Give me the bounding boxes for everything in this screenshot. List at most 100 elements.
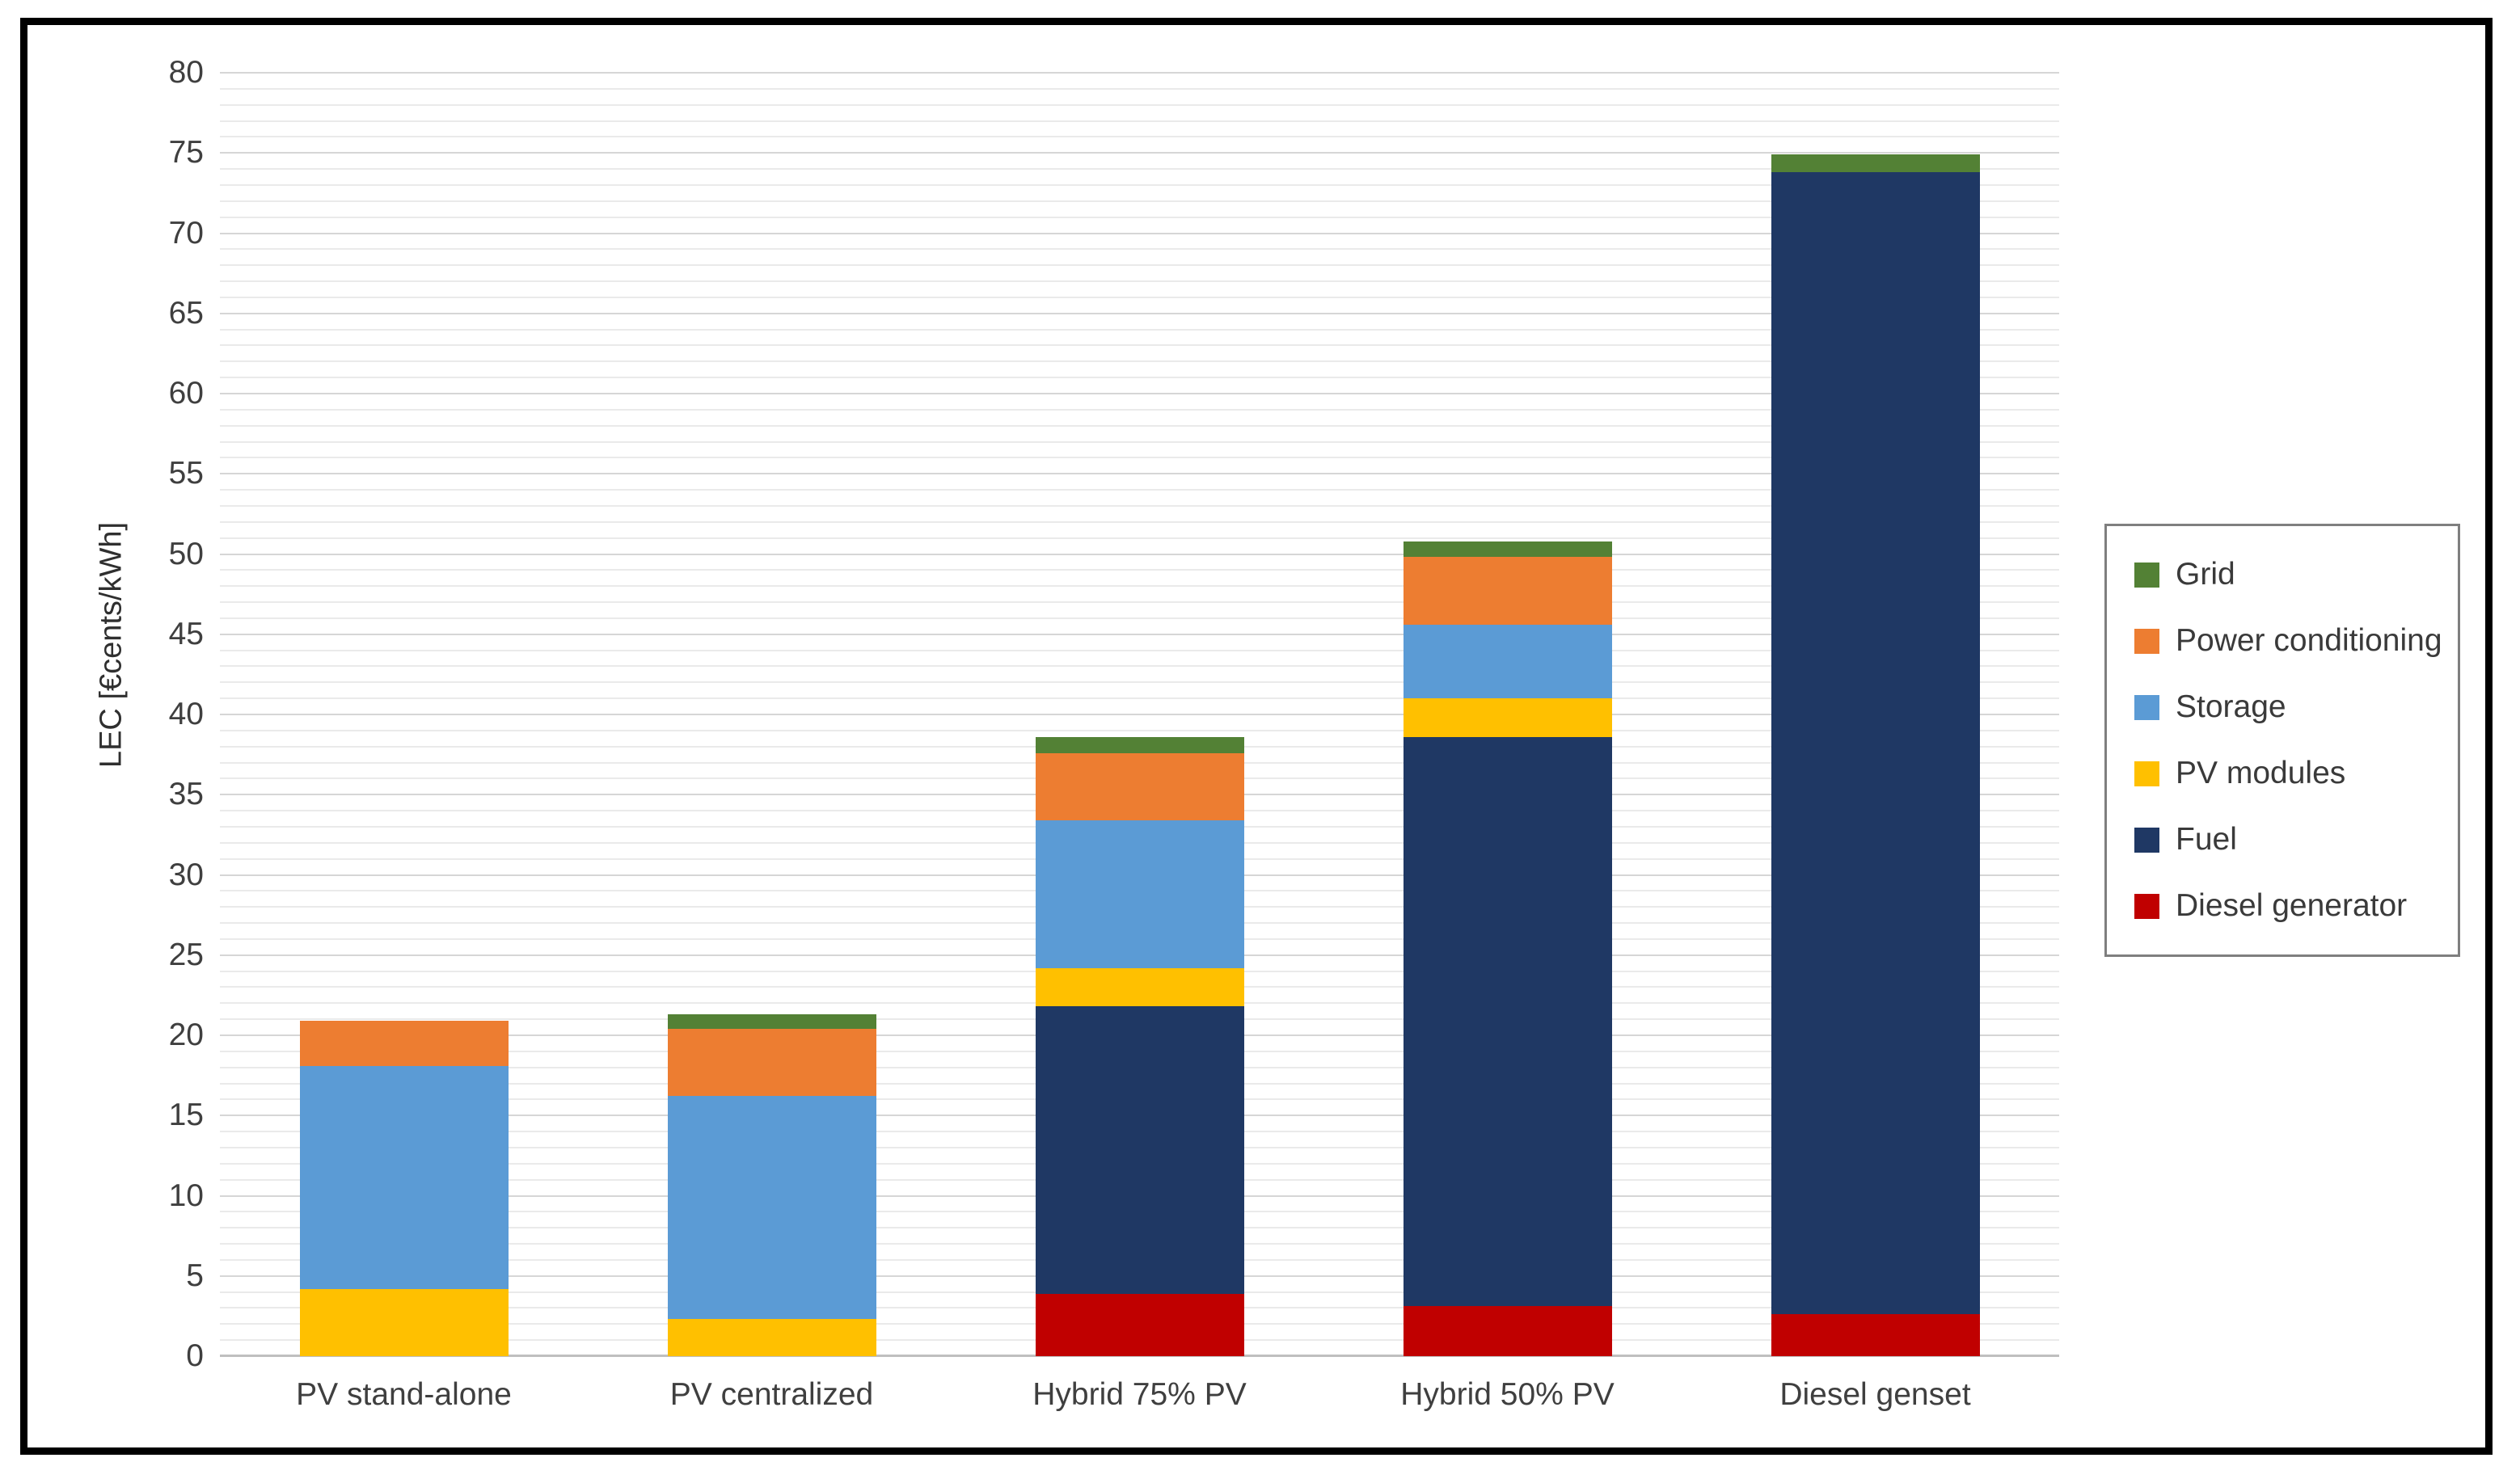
- figure-border: [20, 18, 2493, 1455]
- y-tick-label-60: 60: [168, 376, 204, 411]
- legend-item-power-conditioning: Power conditioning: [2134, 623, 2458, 659]
- x-category-label: PV centralized: [669, 1377, 874, 1412]
- major-gridline: [220, 72, 2059, 74]
- legend-label: Diesel generator: [2176, 888, 2408, 923]
- y-tick-label-15: 15: [168, 1098, 204, 1133]
- major-gridline: [220, 633, 2059, 635]
- major-gridline: [220, 714, 2059, 715]
- bar-pv-centralized: [667, 73, 876, 1356]
- minor-gridline: [220, 649, 2059, 651]
- minor-gridline: [220, 280, 2059, 283]
- minor-gridline: [220, 120, 2059, 122]
- legend-swatch-icon: [2134, 562, 2159, 588]
- bar-diesel-genset: [1771, 73, 1980, 1356]
- minor-gridline: [220, 360, 2059, 363]
- minor-gridline: [220, 328, 2059, 331]
- legend-label: PV modules: [2176, 756, 2346, 790]
- minor-gridline: [220, 103, 2059, 106]
- y-tick-label-45: 45: [168, 616, 204, 651]
- minor-gridline: [220, 168, 2059, 171]
- minor-gridline: [220, 457, 2059, 459]
- bar-segment-storage: [299, 1065, 509, 1289]
- x-category-label: PV stand-alone: [296, 1377, 512, 1412]
- legend: Grid Power conditioning Storage PV modules F…: [2104, 524, 2460, 957]
- bar-hybrid-75-pv: [1035, 73, 1244, 1356]
- bar-segment-grid: [1403, 541, 1612, 558]
- bar-segment-fuel: [1771, 172, 1980, 1315]
- major-gridline: [220, 232, 2059, 234]
- bar-segment-storage: [667, 1096, 876, 1320]
- bar-segment-diesel-generator: [1771, 1314, 1980, 1356]
- minor-gridline: [220, 665, 2059, 668]
- bar-segment-power-conditioning: [299, 1021, 509, 1066]
- legend-label: Grid: [2176, 557, 2235, 592]
- minor-gridline: [220, 424, 2059, 427]
- minor-gridline: [220, 216, 2059, 218]
- bar-segment-power-conditioning: [1035, 752, 1244, 821]
- bar-hybrid-50-pv: [1403, 73, 1612, 1356]
- y-tick-label-0: 0: [186, 1338, 204, 1373]
- bar-segment-power-conditioning: [1403, 557, 1612, 625]
- minor-gridline: [220, 729, 2059, 731]
- minor-gridline: [220, 440, 2059, 443]
- bar-segment-diesel-generator: [1403, 1306, 1612, 1356]
- plot-area: [220, 72, 2059, 1357]
- bar-segment-fuel: [1035, 1006, 1244, 1294]
- bar-segment-storage: [1035, 820, 1244, 968]
- minor-gridline: [220, 537, 2059, 539]
- legend-swatch-icon: [2134, 761, 2159, 786]
- major-gridline: [220, 553, 2059, 555]
- bar-segment-pv-modules: [1403, 698, 1612, 737]
- bar-segment-storage: [1403, 624, 1612, 699]
- y-tick-label-75: 75: [168, 135, 204, 171]
- y-tick-label-55: 55: [168, 456, 204, 491]
- minor-gridline: [220, 136, 2059, 138]
- legend-label: Storage: [2176, 689, 2286, 724]
- legend-label: Fuel: [2176, 822, 2237, 857]
- minor-gridline: [220, 87, 2059, 90]
- legend-item-pv-modules: PV modules: [2134, 756, 2458, 791]
- x-category-label: Hybrid 50% PV: [1400, 1377, 1615, 1412]
- bar-segment-pv-modules: [299, 1288, 509, 1356]
- y-tick-label-70: 70: [168, 215, 204, 251]
- y-tick-label-20: 20: [168, 1018, 204, 1052]
- legend-item-fuel: Fuel: [2134, 822, 2458, 857]
- y-tick-label-65: 65: [168, 295, 204, 331]
- minor-gridline: [220, 183, 2059, 186]
- bar-segment-pv-modules: [667, 1319, 876, 1356]
- legend-swatch-icon: [2134, 694, 2159, 720]
- x-category-label: Diesel genset: [1779, 1377, 1971, 1412]
- minor-gridline: [220, 681, 2059, 684]
- y-tick-label-10: 10: [168, 1178, 204, 1213]
- legend-item-storage: Storage: [2134, 689, 2458, 725]
- legend-label: Power conditioning: [2176, 623, 2442, 658]
- minor-gridline: [220, 344, 2059, 347]
- y-tick-label-25: 25: [168, 937, 204, 972]
- y-tick-label-5: 5: [186, 1258, 204, 1293]
- legend-swatch-icon: [2134, 628, 2159, 654]
- legend-swatch-icon: [2134, 827, 2159, 853]
- legend-item-grid: Grid: [2134, 557, 2458, 592]
- minor-gridline: [220, 520, 2059, 523]
- bar-segment-power-conditioning: [667, 1029, 876, 1097]
- y-tick-label-40: 40: [168, 697, 204, 731]
- bar-segment-pv-modules: [1035, 967, 1244, 1007]
- minor-gridline: [220, 569, 2059, 571]
- bar-pv-stand-alone: [299, 73, 509, 1356]
- minor-gridline: [220, 504, 2059, 507]
- minor-gridline: [220, 248, 2059, 251]
- bar-segment-fuel: [1403, 736, 1612, 1307]
- minor-gridline: [220, 697, 2059, 700]
- y-tick-label-50: 50: [168, 536, 204, 571]
- major-gridline: [220, 312, 2059, 314]
- bar-segment-diesel-generator: [1035, 1293, 1244, 1356]
- minor-gridline: [220, 264, 2059, 267]
- bar-segment-grid: [1771, 154, 1980, 173]
- minor-gridline: [220, 601, 2059, 604]
- minor-gridline: [220, 296, 2059, 298]
- y-tick-label-30: 30: [168, 857, 204, 892]
- minor-gridline: [220, 617, 2059, 619]
- bar-segment-grid: [1035, 736, 1244, 753]
- minor-gridline: [220, 408, 2059, 411]
